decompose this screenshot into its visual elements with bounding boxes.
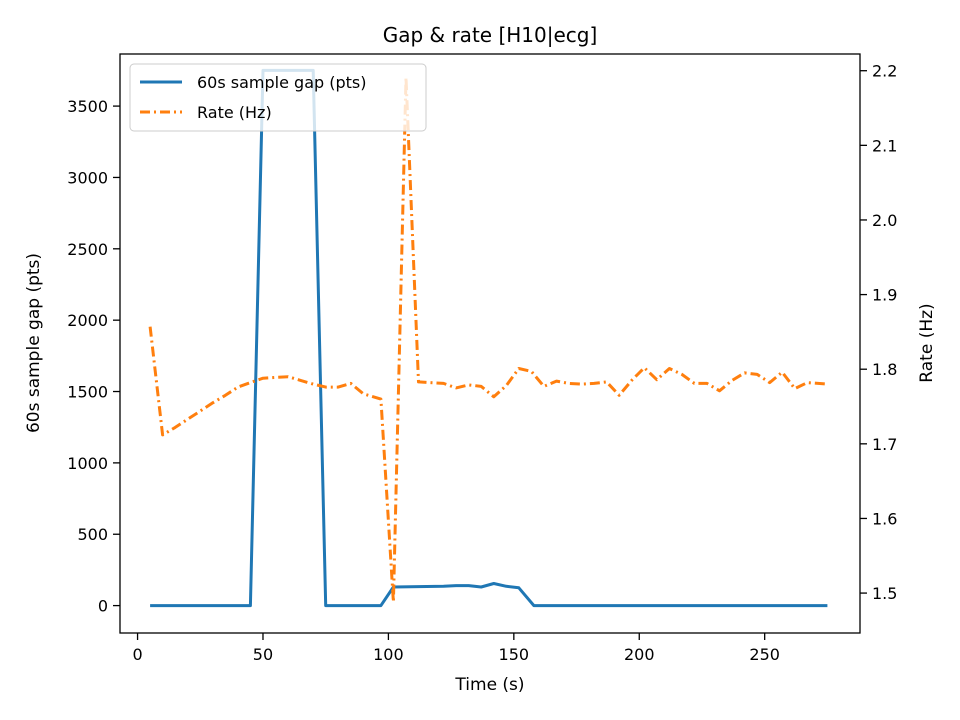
x-tick-label: 250 [749, 645, 780, 664]
y-left-tick-label: 2500 [67, 240, 108, 259]
x-tick-label: 200 [624, 645, 655, 664]
y-left-tick-label: 1500 [67, 383, 108, 402]
y-right-tick-label: 2.1 [872, 136, 897, 155]
axes: 0 50 100 150 200 2500500100015002000250030003… [67, 53, 897, 664]
y-right-tick-label: 2.0 [872, 211, 897, 230]
y-right-tick-label: 2.2 [872, 62, 897, 81]
y-right-tick-label: 1.7 [872, 435, 897, 454]
y-left-tick-label: 2000 [67, 311, 108, 330]
x-tick-label: 100 [373, 645, 404, 664]
y-right-tick-label: 1.9 [872, 286, 897, 305]
y-right-tick-label: 1.8 [872, 360, 897, 379]
y-left-tick-label: 500 [77, 525, 108, 544]
y-left-tick-label: 3000 [67, 168, 108, 187]
y-left-tick-label: 0 [98, 597, 108, 616]
legend: 60s sample gap (pts) Rate (Hz) [129, 63, 427, 132]
series-line-2 [148, 75, 828, 604]
legend-box [129, 63, 427, 132]
y-right-tick-label: 1.6 [872, 509, 897, 528]
y-left-tick-label: 1000 [67, 454, 108, 473]
y-axis-label-right: Rate (Hz) [917, 303, 937, 382]
plot-frame [119, 53, 861, 634]
y-right-tick-label: 1.5 [872, 584, 897, 603]
legend-label-1: 60s sample gap (pts) [197, 73, 367, 92]
y-left-tick-label: 3500 [67, 97, 108, 116]
legend-label-2: Rate (Hz) [197, 103, 272, 122]
x-axis-label: Time (s) [454, 675, 524, 695]
x-tick-label: 50 [253, 645, 273, 664]
x-tick-label: 150 [499, 645, 530, 664]
chart-title: Gap & rate [H10|ecg] [383, 23, 598, 47]
x-tick-label: 0 [132, 645, 142, 664]
y-axis-label-left: 60s sample gap (pts) [24, 253, 44, 433]
